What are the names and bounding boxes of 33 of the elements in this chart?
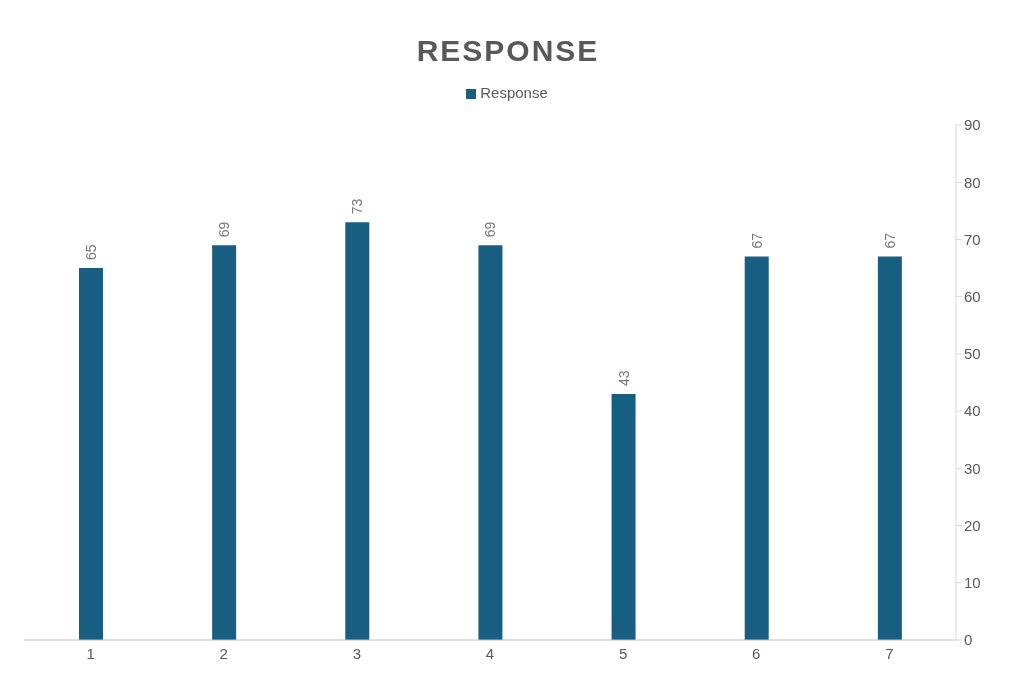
x-tick-label: 4 bbox=[485, 644, 495, 662]
y-tick-label: 90 bbox=[964, 116, 981, 134]
data-label: 69 bbox=[482, 221, 499, 238]
bar bbox=[744, 256, 769, 640]
x-tick-label: 1 bbox=[86, 644, 95, 662]
y-tick-label: 0 bbox=[964, 631, 973, 649]
bar bbox=[877, 256, 902, 640]
bar bbox=[212, 245, 237, 640]
data-label: 65 bbox=[83, 244, 99, 261]
chart-title: RESPONSE bbox=[415, 33, 601, 69]
bar bbox=[611, 393, 636, 640]
y-tick-label: 60 bbox=[964, 287, 981, 305]
y-tick-label: 80 bbox=[964, 173, 981, 191]
data-label: 43 bbox=[615, 370, 632, 386]
data-label: 69 bbox=[216, 221, 233, 238]
y-tick-label: 40 bbox=[964, 402, 981, 420]
y-tick-label: 10 bbox=[964, 574, 981, 592]
y-tick-label: 70 bbox=[964, 230, 981, 248]
legend-label: Response bbox=[480, 84, 548, 101]
x-tick-label: 7 bbox=[885, 644, 894, 662]
x-tick-label: 3 bbox=[352, 644, 362, 662]
y-tick-label: 50 bbox=[964, 345, 981, 363]
y-tick-label: 20 bbox=[964, 516, 981, 534]
bar bbox=[478, 245, 503, 640]
data-label: 67 bbox=[748, 232, 765, 249]
x-tick-label: 6 bbox=[752, 644, 761, 662]
bar bbox=[345, 222, 370, 640]
x-tick-label: 2 bbox=[219, 644, 228, 662]
y-tick-label: 30 bbox=[964, 459, 981, 477]
x-tick-label: 5 bbox=[618, 644, 628, 662]
bar bbox=[79, 268, 103, 640]
data-label: 73 bbox=[349, 198, 366, 215]
data-label: 67 bbox=[881, 232, 898, 249]
